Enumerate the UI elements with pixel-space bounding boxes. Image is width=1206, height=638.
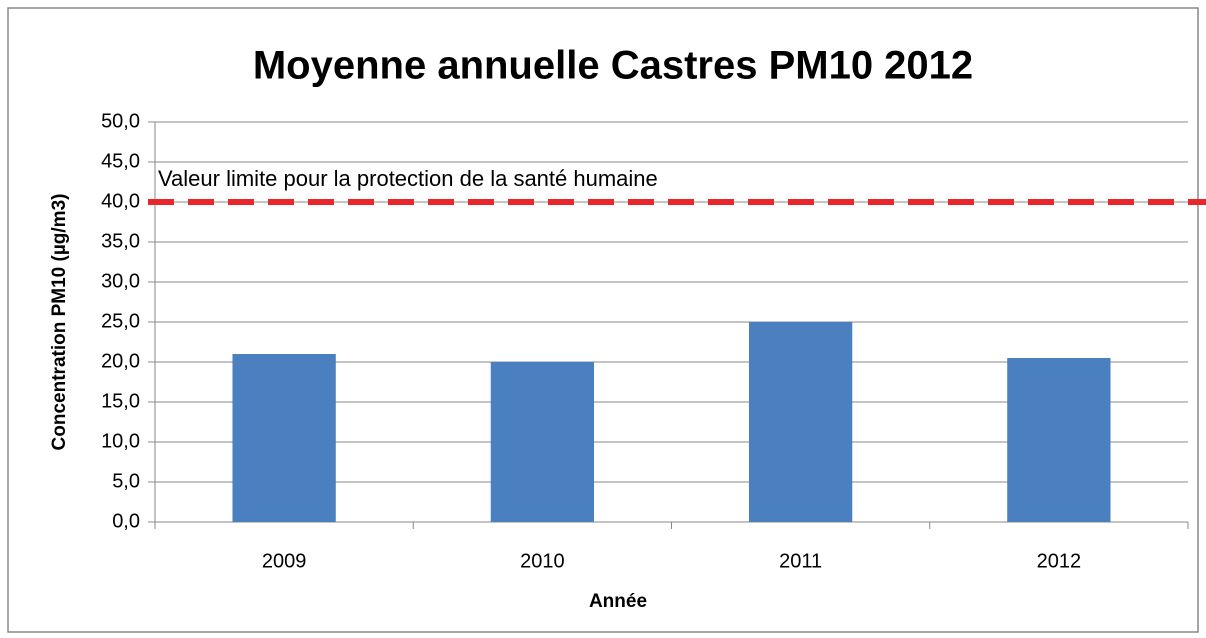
y-tick-label: 15,0 bbox=[101, 390, 140, 412]
bar bbox=[232, 354, 336, 522]
y-tick-label: 10,0 bbox=[101, 430, 140, 452]
y-tick-label: 20,0 bbox=[101, 350, 140, 372]
x-tick-label: 2011 bbox=[779, 550, 822, 572]
bar bbox=[490, 362, 595, 522]
y-tick-label: 45,0 bbox=[101, 150, 140, 172]
y-tick-label: 5,0 bbox=[112, 470, 140, 492]
y-tick-label: 35,0 bbox=[101, 230, 140, 252]
y-tick-label: 30,0 bbox=[101, 270, 140, 292]
chart-border bbox=[7, 7, 1199, 633]
x-tick-label: 2012 bbox=[1037, 550, 1082, 572]
x-tick-label: 2010 bbox=[520, 550, 565, 572]
y-tick-label: 40,0 bbox=[101, 190, 140, 212]
reference-label: Valeur limite pour la protection de la s… bbox=[158, 166, 658, 191]
y-tick-label: 0,0 bbox=[112, 510, 140, 532]
x-axis-title: Année bbox=[589, 591, 647, 612]
bar bbox=[748, 322, 853, 522]
y-tick-label: 50,0 bbox=[101, 110, 140, 132]
bar bbox=[1007, 358, 1111, 522]
y-tick-label: 25,0 bbox=[101, 310, 140, 332]
y-axis-title: Concentration PM10 (µg/m3) bbox=[49, 194, 70, 451]
x-tick-label: 2009 bbox=[262, 550, 307, 572]
chart-title: Moyenne annuelle Castres PM10 2012 bbox=[253, 44, 973, 88]
